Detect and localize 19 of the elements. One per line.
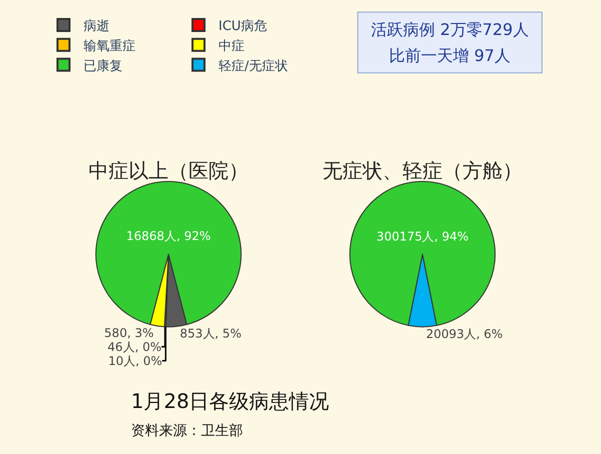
data-label: 853人, 5% xyxy=(180,326,242,340)
legend-label: ICU病危 xyxy=(218,19,267,34)
legend-label: 已康复 xyxy=(84,58,122,74)
data-label: 580, 3% xyxy=(104,326,154,340)
legend-label: 病逝 xyxy=(84,19,110,34)
data-label: 300175人, 94% xyxy=(376,230,469,244)
data-label: 16868人, 92% xyxy=(126,229,211,244)
text: 活跃病例 2万零729人 xyxy=(371,20,529,39)
data-label: 10人, 0% xyxy=(108,354,162,368)
text: 资料来源：卫生部 xyxy=(131,423,243,439)
text: 无症状、轻症（方舱） xyxy=(322,158,522,183)
legend-label: 中症 xyxy=(218,38,244,54)
data-label: 46人, 0% xyxy=(108,340,162,354)
data-label: 20093人, 6% xyxy=(426,326,503,341)
text: 1月28日各级病患情况 xyxy=(131,389,330,413)
legend-label: 轻症/无症状 xyxy=(218,58,288,74)
legend-label: 输氧重症 xyxy=(84,38,136,54)
text: 中症以上（医院） xyxy=(88,158,248,183)
text: 比前一天增 97人 xyxy=(389,46,510,65)
